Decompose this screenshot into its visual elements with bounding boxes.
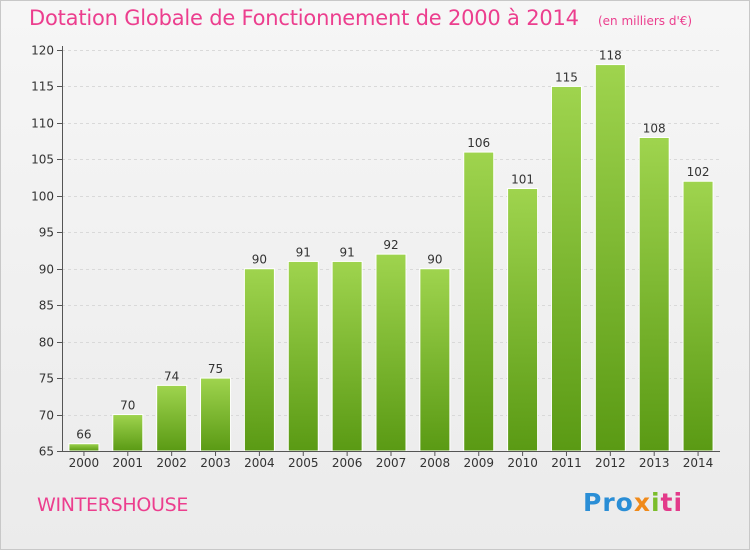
y-tick-label: 70 xyxy=(39,409,54,423)
x-tick-label: 2004 xyxy=(244,456,275,470)
value-label: 74 xyxy=(164,369,179,383)
y-tick-label: 65 xyxy=(39,445,54,459)
bar-2008 xyxy=(419,268,451,452)
y-tick-label: 80 xyxy=(39,336,54,350)
value-label: 90 xyxy=(427,253,442,267)
bar-2009 xyxy=(463,151,495,452)
bars xyxy=(68,64,714,452)
bar-2007 xyxy=(375,253,407,452)
labels: 65 70 75 80 85 90 95 100 105 110 115 120 66 2000 70 200… xyxy=(31,44,713,471)
y-tick-label: 75 xyxy=(39,372,54,386)
value-label: 108 xyxy=(643,121,666,135)
value-label: 91 xyxy=(296,245,311,259)
x-tick-label: 2012 xyxy=(595,456,626,470)
bar-2003 xyxy=(200,377,232,452)
value-label: 115 xyxy=(555,70,578,84)
bar-2010 xyxy=(507,188,539,452)
value-label: 90 xyxy=(252,253,267,267)
x-tick-label: 2008 xyxy=(420,456,451,470)
title-row: Dotation Globale de Fonctionnement de 20… xyxy=(29,6,692,30)
y-tick-label: 120 xyxy=(31,44,54,58)
y-tick-label: 85 xyxy=(39,299,54,313)
x-tick-label: 2002 xyxy=(156,456,187,470)
proxiti-logo: Proxiti xyxy=(583,488,684,517)
bar-2004 xyxy=(243,268,275,452)
y-tick-label: 110 xyxy=(31,117,54,131)
x-tick-label: 2007 xyxy=(376,456,407,470)
value-label: 106 xyxy=(467,136,490,150)
x-tick-label: 2003 xyxy=(200,456,231,470)
x-tick-label: 2009 xyxy=(463,456,494,470)
bar-2002 xyxy=(156,384,188,452)
value-label: 118 xyxy=(599,49,622,63)
y-tick-label: 90 xyxy=(39,263,54,277)
value-label: 102 xyxy=(687,165,710,179)
bar-2000 xyxy=(68,443,100,452)
x-tick-label: 2010 xyxy=(507,456,538,470)
y-tick-label: 95 xyxy=(39,226,54,240)
bar-2011 xyxy=(550,85,582,452)
axes xyxy=(57,46,720,456)
bar-2006 xyxy=(331,260,363,452)
x-tick-label: 2011 xyxy=(551,456,582,470)
x-tick-label: 2001 xyxy=(113,456,144,470)
y-tick-label: 100 xyxy=(31,190,54,204)
bar-2013 xyxy=(638,136,670,452)
x-tick-label: 2014 xyxy=(683,456,714,470)
value-label: 75 xyxy=(208,362,223,376)
x-tick-label: 2013 xyxy=(639,456,670,470)
value-label: 70 xyxy=(120,399,135,413)
commune-name: WINTERSHOUSE xyxy=(37,494,189,516)
bar-2001 xyxy=(112,414,144,452)
x-tick-label: 2005 xyxy=(288,456,319,470)
chart-unit: (en milliers d'€) xyxy=(597,14,693,28)
bar-2005 xyxy=(287,260,319,452)
y-tick-label: 105 xyxy=(31,153,54,167)
bar-2014 xyxy=(682,180,714,452)
chart-title: Dotation Globale de Fonctionnement de 20… xyxy=(29,6,579,30)
value-label: 91 xyxy=(339,245,354,259)
x-tick-label: 2000 xyxy=(69,456,100,470)
bar-2012 xyxy=(594,64,626,452)
value-label: 92 xyxy=(383,238,398,252)
x-tick-label: 2006 xyxy=(332,456,363,470)
value-label: 66 xyxy=(76,428,91,442)
value-label: 101 xyxy=(511,173,534,187)
y-tick-label: 115 xyxy=(31,80,54,94)
